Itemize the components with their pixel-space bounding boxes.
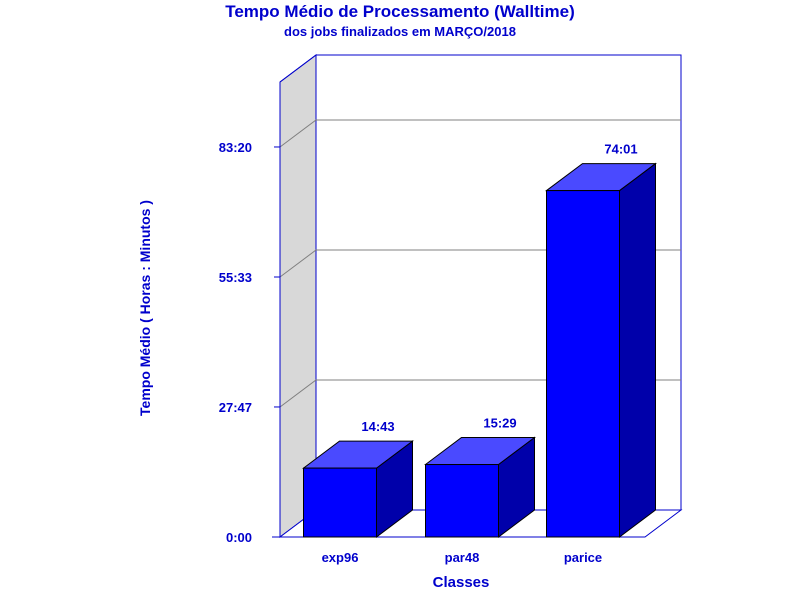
chart-subtitle: dos jobs finalizados em MARÇO/2018 bbox=[284, 24, 516, 39]
bars bbox=[302, 162, 657, 538]
x-tick-label: exp96 bbox=[322, 550, 359, 565]
bar-front bbox=[425, 464, 499, 538]
bar bbox=[545, 162, 657, 538]
top-edge bbox=[279, 54, 317, 83]
bar bbox=[302, 440, 414, 538]
bar-front bbox=[303, 467, 377, 538]
y-axis-label: Tempo Médio ( Horas : Minutos ) bbox=[137, 200, 153, 416]
x-tick-label: parice bbox=[564, 550, 602, 565]
data-label: 74:01 bbox=[604, 142, 637, 157]
bar bbox=[424, 436, 536, 538]
labels: 14:43 exp96 15:29 par48 74:01 parice bbox=[322, 142, 638, 565]
y-tick-label: 55:33 bbox=[219, 270, 252, 285]
gridline bbox=[279, 119, 681, 148]
data-label: 14:43 bbox=[361, 419, 394, 434]
y-tick-label: 83:20 bbox=[219, 140, 252, 155]
y-tick-label: 0:00 bbox=[226, 530, 252, 545]
bar-front bbox=[546, 190, 620, 538]
chart-title: Tempo Médio de Processamento (Walltime) bbox=[225, 2, 575, 21]
x-tick-label: par48 bbox=[445, 550, 480, 565]
x-axis-label: Classes bbox=[433, 574, 490, 591]
bar-side bbox=[619, 162, 656, 538]
data-label: 15:29 bbox=[483, 416, 516, 431]
y-tick-label: 27:47 bbox=[219, 400, 252, 415]
